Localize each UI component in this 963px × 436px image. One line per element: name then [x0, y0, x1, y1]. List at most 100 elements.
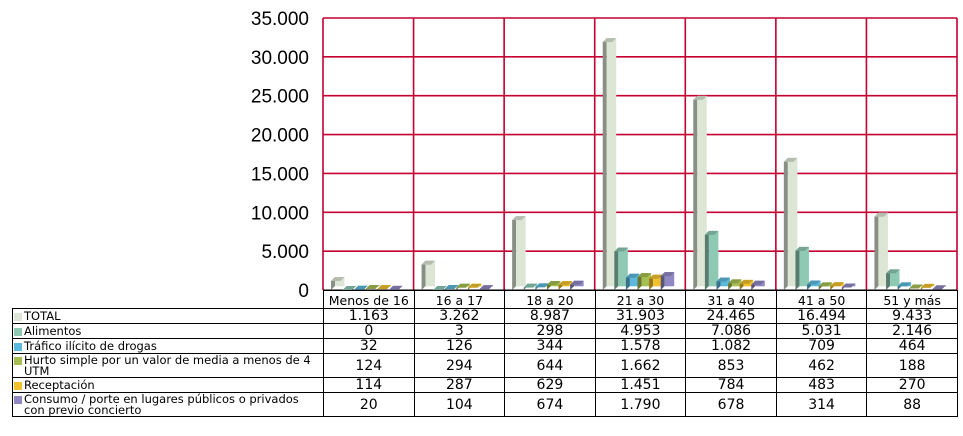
bar-top: [830, 282, 844, 287]
series-name: Consumo / porte en lugares públicos o pr…: [24, 392, 299, 417]
bar-top: [751, 280, 765, 285]
table-row: Tráfico ilícito de drogas 32 126 344 1.578 1.…: [12, 338, 958, 354]
bar-top: [558, 281, 573, 286]
data-label: 16.494: [775, 308, 868, 324]
series-name: Alimentos: [24, 323, 82, 338]
bar-top: [660, 272, 675, 277]
bar-side: [660, 272, 665, 290]
bar: [421, 260, 436, 290]
bar: [456, 283, 470, 290]
y-tick-label: 15.000: [251, 164, 309, 185]
data-label: 709: [775, 338, 868, 354]
bar: [932, 285, 946, 290]
bar-top: [909, 284, 923, 289]
bar-front: [335, 276, 345, 287]
bar-top: [897, 282, 912, 287]
data-label: 629: [504, 377, 596, 393]
bar-front: [516, 216, 526, 287]
bar: [795, 246, 809, 290]
category-label: 18 a 20: [504, 290, 596, 309]
bar-top: [716, 277, 730, 282]
data-label: 124: [323, 353, 415, 378]
data-label: 853: [685, 353, 777, 378]
data-label: 678: [685, 392, 777, 417]
bar-top: [433, 285, 447, 290]
bar-top: [467, 283, 482, 288]
bar-front: [890, 269, 900, 287]
bar-side: [637, 273, 642, 290]
bar-top: [342, 286, 357, 290]
bar-front: [606, 38, 617, 287]
y-tick-label: 20.000: [251, 126, 309, 147]
bar-front: [618, 247, 628, 287]
bar: [909, 284, 923, 290]
data-label: 3: [413, 323, 506, 339]
table-row: Receptación 114 287 629 1.451 784 483 270: [12, 377, 958, 393]
series-name: Hurto simple por un valor de media a men…: [24, 353, 311, 378]
data-table: Menos de 16 16 a 17 18 a 20 21 a 30 31 a 40 4…: [12, 290, 958, 417]
bar-top: [444, 285, 459, 290]
bar-top: [704, 230, 719, 235]
bar-front: [641, 273, 652, 287]
table-row: Consumo / porte en lugares públicos o pr…: [12, 392, 958, 417]
bar: [512, 216, 526, 290]
table-row: Alimentos 0 3 298 4.953 7.086 5.031 2.146: [12, 323, 958, 339]
bar: [841, 283, 856, 290]
data-label: 8.987: [504, 308, 596, 324]
bar: [897, 282, 912, 290]
bar-top: [649, 274, 663, 279]
bar: [570, 280, 584, 290]
bar-top: [523, 283, 538, 288]
bar-top: [932, 285, 946, 290]
data-label: 1.578: [594, 338, 687, 354]
bar-top: [331, 276, 345, 281]
bar: [365, 285, 380, 290]
bar-top: [693, 95, 707, 100]
bar: [377, 285, 391, 290]
data-label: 314: [775, 392, 868, 417]
bar-side: [704, 230, 709, 290]
series-legend-cell: Consumo / porte en lugares públicos o pr…: [12, 392, 324, 417]
bar-top: [354, 285, 368, 290]
bar-top: [535, 283, 549, 288]
bar-top: [874, 212, 888, 217]
bar-top: [479, 285, 494, 290]
bar: [649, 274, 663, 290]
data-label: 462: [775, 353, 868, 378]
data-label: 784: [685, 377, 777, 393]
bar-side: [421, 260, 426, 290]
bar: [523, 283, 538, 290]
legend-swatch: [14, 381, 22, 390]
bar: [479, 285, 494, 290]
bar: [874, 212, 888, 290]
data-label: 7.086: [685, 323, 777, 339]
bar-front: [425, 260, 436, 287]
bar-top: [456, 283, 470, 288]
data-label: 32: [323, 338, 415, 354]
legend-swatch: [14, 395, 22, 404]
bar-front: [799, 246, 809, 287]
data-label: 287: [413, 377, 506, 393]
bar-side: [614, 247, 619, 290]
bar-top: [841, 283, 856, 288]
data-label: 9.433: [866, 308, 958, 324]
bar-top: [783, 157, 798, 162]
legend-swatch: [14, 342, 22, 351]
bar-side: [795, 246, 800, 290]
table-corner: [12, 290, 324, 309]
bar-side: [602, 38, 607, 290]
series-legend-cell: TOTAL: [12, 308, 324, 324]
bar: [558, 281, 573, 290]
data-label: 3.262: [413, 308, 506, 324]
bar: [704, 230, 719, 290]
bar-top: [377, 285, 391, 290]
bar-top: [512, 216, 526, 221]
y-tick-label: 5.000: [261, 242, 309, 263]
bar-side: [693, 95, 698, 290]
y-axis: 05.00010.00015.00020.00025.00030.00035.0…: [251, 9, 309, 302]
bar-side: [512, 216, 517, 290]
table-row: Hurto simple por un valor de media a men…: [12, 353, 958, 378]
bar: [783, 157, 798, 290]
data-label: 188: [866, 353, 958, 378]
